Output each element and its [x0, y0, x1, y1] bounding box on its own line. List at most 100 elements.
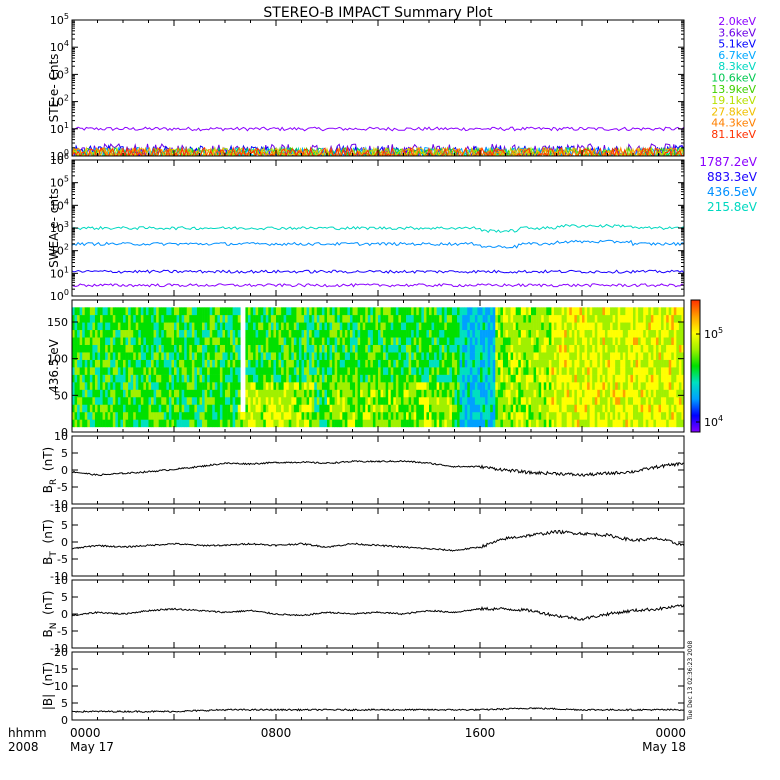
swea-series-line: [72, 223, 684, 234]
heatmap-cell: [610, 374, 613, 383]
heatmap-cell: [135, 404, 139, 413]
heatmap-cell: [158, 322, 162, 331]
heatmap-cell: [627, 374, 631, 383]
heatmap-cell: [592, 314, 596, 323]
heatmap-cell: [477, 419, 481, 428]
heatmap-cell: [214, 329, 218, 338]
heatmap-cell: [184, 404, 188, 413]
heatmap-cell: [367, 314, 371, 323]
heatmap-cell: [482, 359, 486, 368]
heatmap-cell: [518, 411, 522, 420]
heatmap-cell: [559, 344, 562, 353]
heatmap-cell: [663, 359, 667, 368]
heatmap-cells: [72, 307, 685, 428]
heatmap-cell: [681, 329, 685, 338]
heatmap-cell: [620, 382, 624, 390]
heatmap-cell: [355, 404, 358, 413]
heatmap-cell: [635, 337, 639, 345]
heatmap-cell: [531, 329, 534, 338]
heatmap-cell: [502, 352, 506, 360]
heatmap-cell: [176, 367, 180, 375]
y-tick-label: 102: [50, 94, 69, 109]
heatmap-cell: [79, 322, 83, 331]
heatmap-cell: [444, 344, 448, 353]
heatmap-cell: [633, 359, 636, 368]
heatmap-cell: [293, 359, 297, 368]
heatmap-cell: [589, 396, 593, 405]
heatmap-cell: [666, 307, 669, 316]
heatmap-cell: [156, 382, 159, 390]
heatmap-cell: [324, 367, 328, 375]
heatmap-cell: [319, 382, 323, 390]
heatmap-cell: [196, 411, 200, 420]
heatmap-cell: [194, 382, 198, 390]
heatmap-cell: [265, 411, 269, 420]
heatmap-cell: [400, 322, 404, 331]
heatmap-cell: [587, 322, 590, 331]
heatmap-cell: [383, 344, 386, 353]
heatmap-cell: [406, 329, 409, 338]
heatmap-cell: [385, 411, 389, 420]
heatmap-cell: [508, 329, 511, 338]
heatmap-cell: [293, 337, 297, 345]
heatmap-cell: [502, 322, 506, 331]
heatmap-cell: [546, 322, 550, 331]
ste-legend-label: 10.6keV: [711, 72, 756, 85]
heatmap-cell: [500, 359, 504, 368]
heatmap-cell: [225, 307, 228, 316]
heatmap-cell: [324, 374, 328, 383]
heatmap-cell: [505, 411, 509, 420]
heatmap-cell: [276, 404, 279, 413]
heatmap-cell: [278, 352, 282, 360]
heatmap-cell: [321, 419, 325, 428]
heatmap-cell: [184, 419, 188, 428]
heatmap-cell: [439, 322, 443, 331]
colorbar-tick-label: 105: [704, 326, 723, 341]
heatmap-cell: [89, 367, 93, 375]
heatmap-cell: [645, 374, 649, 383]
heatmap-cell: [523, 396, 527, 405]
heatmap-cell: [635, 314, 639, 323]
heatmap-cell: [449, 359, 453, 368]
heatmap-cell: [561, 382, 565, 390]
heatmap-cell: [311, 367, 315, 375]
heatmap-cell: [72, 352, 75, 360]
heatmap-cell: [457, 307, 460, 316]
heatmap-cell: [293, 419, 297, 428]
heatmap-cell: [666, 404, 669, 413]
heatmap-cell: [390, 329, 394, 338]
heatmap-cell: [181, 307, 185, 316]
heatmap-cell: [222, 359, 226, 368]
heatmap-cell: [508, 314, 511, 323]
y-tick-label: 0: [61, 608, 68, 621]
heatmap-cell: [115, 396, 119, 405]
heatmap-cell: [633, 314, 636, 323]
heatmap-cell: [431, 374, 435, 383]
heatmap-cell: [260, 337, 264, 345]
heatmap-cell: [89, 314, 93, 323]
heatmap-cell: [207, 382, 210, 390]
heatmap-cell: [367, 322, 371, 331]
heatmap-cell: [342, 367, 346, 375]
heatmap-cell: [161, 314, 165, 323]
heatmap-cell: [79, 314, 83, 323]
heatmap-cell: [548, 367, 552, 375]
heatmap-cell: [372, 344, 376, 353]
heatmap-cell: [186, 411, 190, 420]
heatmap-cell: [110, 411, 114, 420]
heatmap-cell: [464, 322, 468, 331]
heatmap-cell: [589, 352, 593, 360]
heatmap-cell: [145, 359, 149, 368]
heatmap-cell: [227, 314, 231, 323]
heatmap-cell: [658, 382, 662, 390]
heatmap-cell: [390, 419, 394, 428]
heatmap-cell: [571, 337, 575, 345]
heatmap-cell: [525, 329, 529, 338]
heatmap-cell: [105, 337, 108, 345]
heatmap-cell: [393, 337, 397, 345]
heatmap-cell: [416, 389, 420, 398]
heatmap-cell: [571, 344, 575, 353]
heatmap-cell: [431, 382, 435, 390]
heatmap-cell: [457, 329, 460, 338]
